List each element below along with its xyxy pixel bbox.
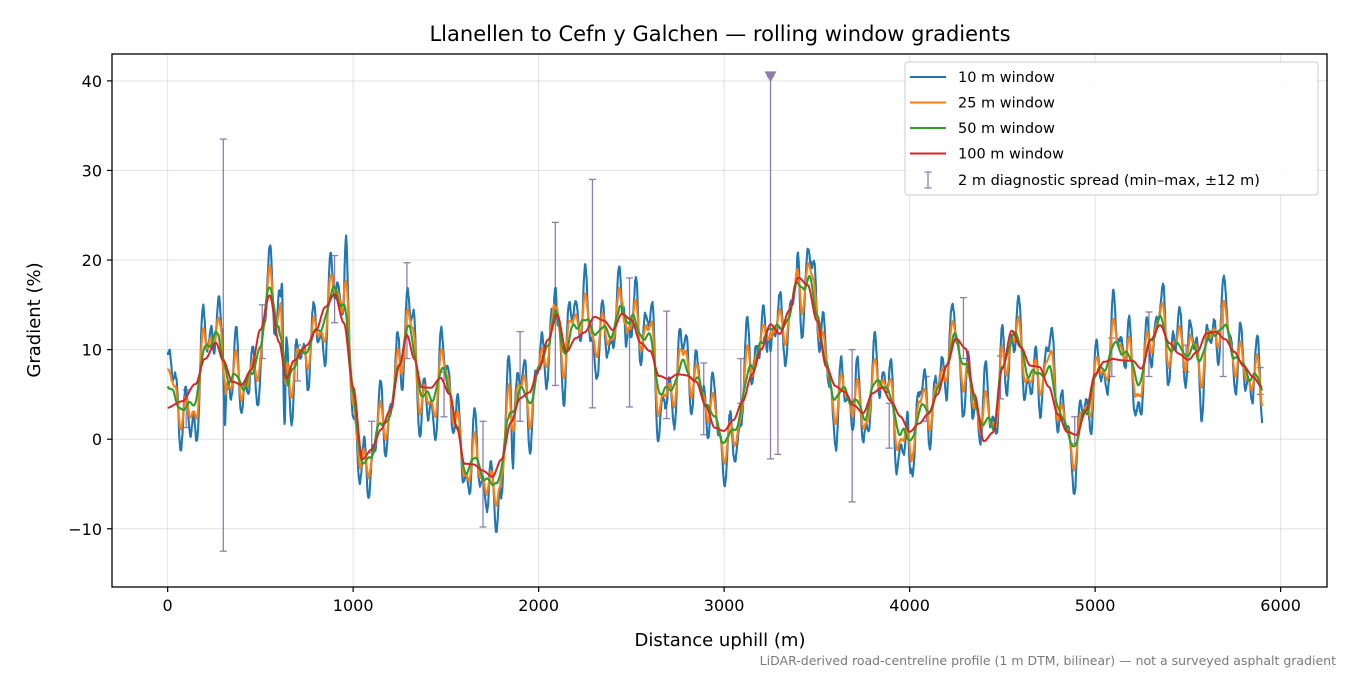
y-tick-label: 20 [82,251,102,270]
legend-entry: 50 m window [910,121,1055,137]
legend-box [904,61,1319,196]
diagnostic-spread-bar [588,178,596,409]
diagnostic-spread-bar [767,75,775,460]
y-tick-label: 10 [82,341,102,360]
legend: 10 m window 25 m window 50 m window 100 m w… [904,61,1319,196]
legend-label: 2 m diagnostic spread (min–max, ±12 m) [958,173,1260,189]
x-tick-label: 6000 [1260,596,1301,615]
x-tick-label: 1000 [333,596,374,615]
diagnostic-spread-bar [885,402,893,449]
x-axis-ticks: 0 1000 2000 3000 4000 5000 6000 [163,587,1301,615]
diagnostic-spread-bar [626,277,634,408]
chart-title: Llanellen to Cefn y Galchen — rolling wi… [429,22,1010,46]
x-tick-label: 0 [163,596,173,615]
x-tick-label: 5000 [1075,596,1116,615]
x-tick-label: 4000 [889,596,930,615]
y-tick-label: 40 [82,72,102,91]
series-line-100m [167,276,1263,478]
diagnostic-spread-bar [551,221,559,387]
y-tick-label: −10 [68,520,102,539]
y-tick-label: 30 [82,161,102,180]
legend-entry: 25 m window [910,96,1055,112]
y-tick-label: 0 [92,430,102,449]
x-tick-label: 3000 [704,596,745,615]
peak-marker [764,71,777,83]
legend-entry: 2 m diagnostic spread (min–max, ±12 m) [924,171,1260,189]
legend-label: 10 m window [958,70,1055,86]
footnote: LiDAR-derived road-centreline profile (1… [760,653,1336,668]
diagnostic-spread-bar [774,326,782,456]
legend-label: 100 m window [958,147,1064,163]
y-axis-label: Gradient (%) [24,262,45,377]
y-axis-ticks: −10 0 10 20 30 40 [68,72,112,539]
plot-frame [111,53,1328,588]
legend-label: 50 m window [958,121,1055,137]
x-tick-label: 2000 [518,596,559,615]
x-axis-label: Distance uphill (m) [635,630,806,651]
diagnostic-spread-bar [479,420,487,528]
legend-label: 25 m window [958,96,1055,112]
diagnostic-spread-bar [516,331,524,422]
series-group [166,234,1264,533]
legend-entry: 100 m window [910,147,1064,163]
legend-entry: 10 m window [910,70,1055,86]
